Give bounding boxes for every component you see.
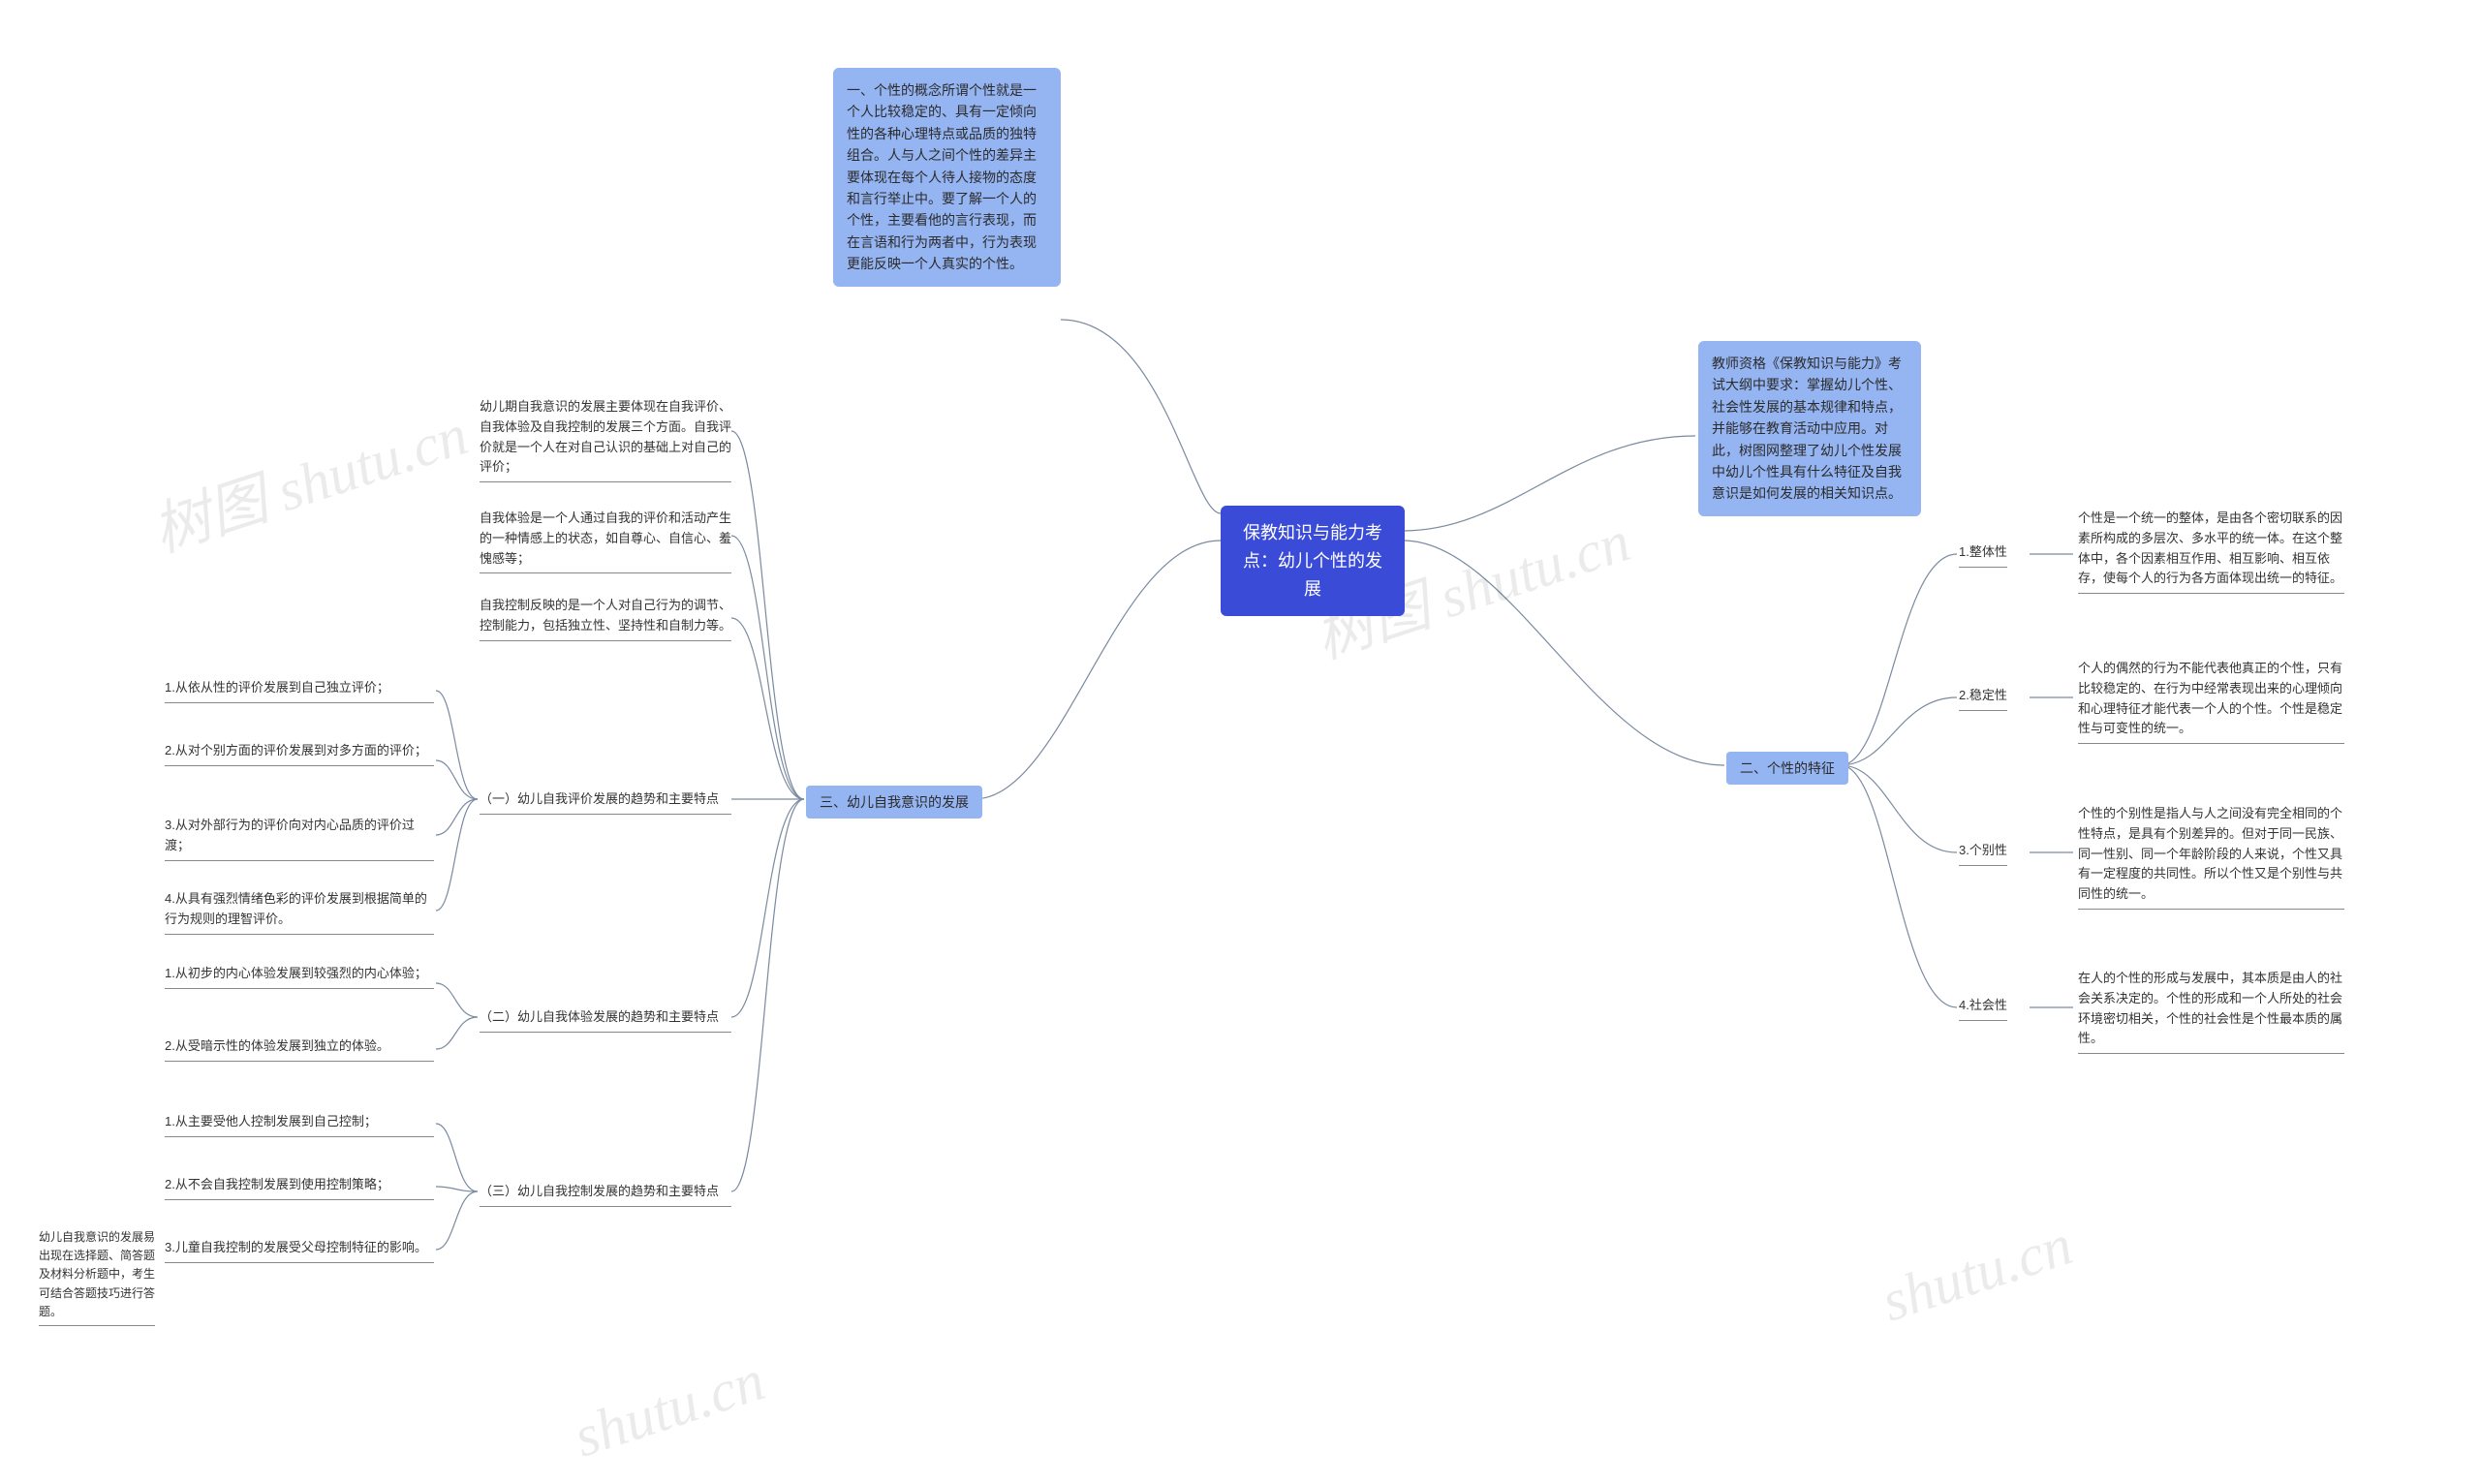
watermark: shutu.cn xyxy=(566,1347,772,1471)
group-3-item-3: 3.儿童自我控制的发展受父母控制特征的影响。 xyxy=(165,1238,434,1263)
section-3-intro-2: 自我体验是一个人通过自我的评价和活动产生的一种情感上的状态，如自尊心、自信心、羞… xyxy=(480,509,731,573)
right-intro-text: 教师资格《保教知识与能力》考试大纲中要求：掌握幼儿个性、社会性发展的基本规律和特… xyxy=(1712,356,1902,501)
group-1-item-4: 4.从具有强烈情绪色彩的评价发展到根据简单的行为规则的理智评价。 xyxy=(165,889,434,935)
feature-3-desc: 个性的个别性是指人与人之间没有完全相同的个性特点，是具有个别差异的。但对于同一民… xyxy=(2078,804,2344,910)
feature-2-desc: 个人的偶然的行为不能代表他真正的个性，只有比较稳定的、在行为中经常表现出来的心理… xyxy=(2078,659,2344,744)
root-node[interactable]: 保教知识与能力考点：幼儿个性的发展 xyxy=(1221,506,1405,616)
feature-3-label[interactable]: 3.个别性 xyxy=(1959,841,2007,866)
group-2-item-2: 2.从受暗示性的体验发展到独立的体验。 xyxy=(165,1036,434,1062)
group-2-label[interactable]: （二）幼儿自我体验发展的趋势和主要特点 xyxy=(480,1007,731,1033)
group-1-item-3: 3.从对外部行为的评价向对内心品质的评价过渡； xyxy=(165,816,434,861)
group-1-item-2: 2.从对个别方面的评价发展到对多方面的评价； xyxy=(165,741,434,766)
watermark: 树图 shutu.cn xyxy=(140,387,477,569)
group-1-item-1: 1.从依从性的评价发展到自己独立评价； xyxy=(165,678,434,703)
group-1-label[interactable]: （一）幼儿自我评价发展的趋势和主要特点 xyxy=(480,789,731,815)
feature-1-desc: 个性是一个统一的整体，是由各个密切联系的因素所构成的多层次、多水平的统一体。在这… xyxy=(2078,509,2344,594)
feature-1-label[interactable]: 1.整体性 xyxy=(1959,542,2007,568)
watermark: shutu.cn xyxy=(1874,1212,2080,1336)
root-label: 保教知识与能力考点：幼儿个性的发展 xyxy=(1243,523,1382,599)
group-3-item-2: 2.从不会自我控制发展到使用控制策略； xyxy=(165,1175,434,1200)
section-1-text: 一、个性的概念所谓个性就是一个人比较稳定的、具有一定倾向性的各种心理特点或品质的… xyxy=(847,82,1037,271)
feature-4-label[interactable]: 4.社会性 xyxy=(1959,996,2007,1021)
section-3-intro-3: 自我控制反映的是一个人对自己行为的调节、控制能力，包括独立性、坚持性和自制力等。 xyxy=(480,596,731,641)
group-2-item-1: 1.从初步的内心体验发展到较强烈的内心体验； xyxy=(165,964,434,989)
group-3-label[interactable]: （三）幼儿自我控制发展的趋势和主要特点 xyxy=(480,1182,731,1207)
section-2-node[interactable]: 二、个性的特征 xyxy=(1726,752,1848,785)
footer-note: 幼儿自我意识的发展易出现在选择题、简答题及材料分析题中，考生可结合答题技巧进行答… xyxy=(39,1228,155,1326)
group-3-item-1: 1.从主要受他人控制发展到自己控制； xyxy=(165,1112,434,1137)
feature-4-desc: 在人的个性的形成与发展中，其本质是由人的社会关系决定的。个性的形成和一个人所处的… xyxy=(2078,969,2344,1054)
section-1-box[interactable]: 一、个性的概念所谓个性就是一个人比较稳定的、具有一定倾向性的各种心理特点或品质的… xyxy=(833,68,1061,287)
section-3-node[interactable]: 三、幼儿自我意识的发展 xyxy=(806,786,982,819)
section-3-label: 三、幼儿自我意识的发展 xyxy=(820,794,969,810)
section-2-label: 二、个性的特征 xyxy=(1740,760,1835,776)
right-intro-box[interactable]: 教师资格《保教知识与能力》考试大纲中要求：掌握幼儿个性、社会性发展的基本规律和特… xyxy=(1698,341,1921,516)
feature-2-label[interactable]: 2.稳定性 xyxy=(1959,686,2007,711)
section-3-intro-1: 幼儿期自我意识的发展主要体现在自我评价、自我体验及自我控制的发展三个方面。自我评… xyxy=(480,397,731,482)
